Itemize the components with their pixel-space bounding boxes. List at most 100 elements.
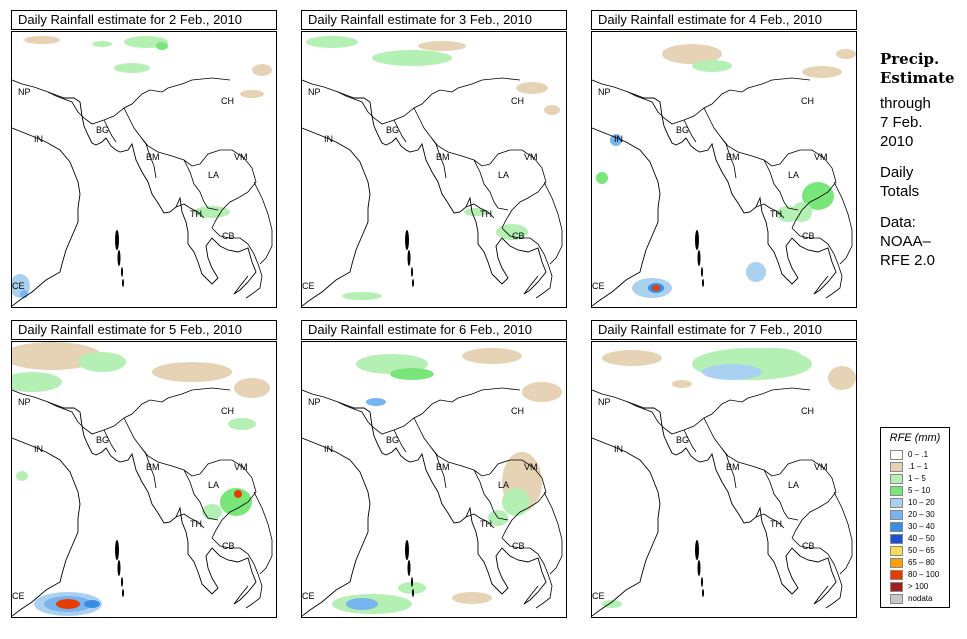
rain-area (194, 206, 230, 218)
rain-area (24, 36, 60, 44)
country-label: CH (511, 96, 524, 106)
legend-swatch (890, 557, 903, 568)
rainfall-map: NP CH IN BG BM VM LA TH CB CE (591, 31, 857, 308)
country-label: CE (302, 281, 315, 291)
rain-area (12, 372, 62, 392)
rain-area (366, 398, 386, 406)
rain-area (240, 90, 264, 98)
rain-area (692, 60, 732, 72)
country-label: VM (814, 152, 828, 162)
island (411, 577, 413, 587)
rain-area (462, 348, 522, 364)
rain-area (56, 599, 80, 609)
rfe-legend: RFE (mm) 0 – .1 .1 – 1 1 – 5 5 – 10 10 – 20 2… (880, 427, 950, 608)
rain-area (398, 582, 426, 594)
island (121, 577, 123, 587)
legend-item: 50 – 65 (890, 545, 935, 556)
country-label: CH (801, 96, 814, 106)
legend-swatch (890, 581, 903, 592)
legend-swatch (890, 497, 903, 508)
map-canvas (592, 348, 856, 617)
legend-item: 1 – 5 (890, 473, 926, 484)
map-canvas (302, 36, 563, 307)
legend-label: 80 – 100 (908, 570, 940, 579)
country-label: BG (96, 435, 110, 445)
island (405, 230, 409, 250)
rain-area (602, 350, 662, 366)
map-canvas (12, 36, 273, 307)
legend-label: 1 – 5 (908, 474, 926, 483)
country-borders (627, 387, 853, 609)
country-borders (337, 387, 563, 609)
country-label: BM (726, 152, 740, 162)
country-borders (47, 77, 273, 299)
country-label: CE (592, 591, 605, 601)
legend-swatch (890, 449, 903, 460)
rain-area (522, 382, 562, 402)
rain-area (220, 488, 252, 516)
rain-area (114, 63, 150, 73)
legend-item: .1 – 1 (890, 461, 928, 472)
caption-daily-line2: Totals (880, 183, 920, 200)
rain-area (464, 208, 488, 216)
rain-area (452, 592, 492, 604)
island (702, 279, 704, 287)
legend-label: 5 – 10 (908, 486, 931, 495)
rain-area (596, 172, 608, 184)
island (697, 560, 701, 576)
legend-item: 30 – 40 (890, 521, 935, 532)
caption-through-line3: 2010 (880, 133, 914, 150)
country-label: CH (511, 406, 524, 416)
rainfall-map: NP CH IN BG BM VM LA TH CB CE (11, 341, 277, 618)
caption-title-line2: Estimate (880, 69, 955, 87)
country-label: NP (18, 397, 31, 407)
panel-title: Daily Rainfall estimate for 3 Feb., 2010 (301, 10, 567, 30)
country-label: CB (512, 541, 525, 551)
legend-swatch (890, 545, 903, 556)
island (412, 589, 414, 597)
legend-swatch (890, 485, 903, 496)
country-label: LA (208, 480, 220, 490)
rainfall-map: NP CH IN BG BM VM LA TH CB CE (11, 31, 277, 308)
island (697, 250, 701, 266)
coastline (592, 79, 837, 307)
island (407, 560, 411, 576)
country-label: VM (234, 152, 248, 162)
caption-through-line2: 7 Feb. (880, 114, 923, 131)
rain-area (802, 66, 842, 78)
legend-item: nodata (890, 593, 932, 604)
legend-item: 20 – 30 (890, 509, 935, 520)
legend-item: 5 – 10 (890, 485, 930, 496)
country-label: TH (480, 209, 492, 219)
rain-area (742, 348, 802, 364)
country-label: LA (498, 480, 510, 490)
rain-area (502, 488, 530, 516)
island (701, 577, 703, 587)
country-label: TH (190, 519, 202, 529)
rain-area (156, 42, 168, 50)
coastline (12, 79, 257, 307)
island (115, 230, 119, 250)
rain-area (390, 368, 434, 380)
legend-swatch (890, 509, 903, 520)
legend-label: > 100 (908, 582, 929, 591)
country-label: CB (222, 231, 235, 241)
rain-area (828, 366, 856, 390)
country-label: IN (324, 134, 333, 144)
country-label: LA (788, 170, 800, 180)
legend-label: 10 – 20 (908, 498, 935, 507)
rain-area (496, 224, 528, 240)
country-label: CH (221, 406, 234, 416)
country-label: TH (480, 519, 492, 529)
caption-data-line1: Data: (880, 214, 916, 231)
legend-swatch (890, 569, 903, 580)
caption-through-line1: through (880, 95, 931, 112)
country-label: IN (324, 444, 333, 454)
island (122, 589, 124, 597)
rain-area (672, 380, 692, 388)
country-label: VM (524, 462, 538, 472)
rain-area (78, 352, 126, 372)
rain-area (92, 41, 112, 47)
coastline (302, 79, 547, 307)
country-borders (47, 387, 273, 609)
